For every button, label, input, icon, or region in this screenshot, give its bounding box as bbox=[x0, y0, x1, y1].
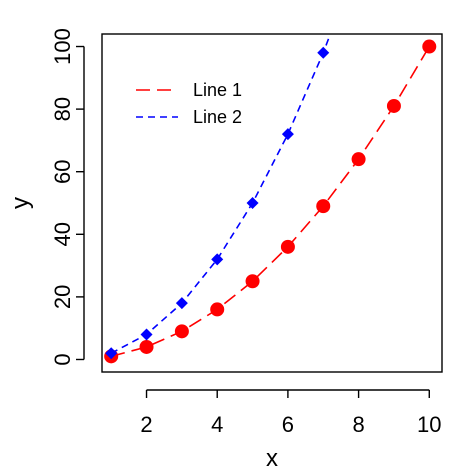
series-2-point bbox=[105, 347, 118, 360]
x-tick-label: 2 bbox=[140, 412, 152, 437]
x-tick-label: 8 bbox=[352, 412, 364, 437]
series-1-point bbox=[351, 152, 366, 167]
y-tick-label: 60 bbox=[50, 159, 75, 183]
series-1-point bbox=[210, 302, 225, 317]
y-tick-label: 100 bbox=[50, 28, 75, 65]
y-tick-label: 80 bbox=[50, 97, 75, 121]
series-1-point bbox=[422, 39, 437, 54]
series-1-point bbox=[280, 239, 295, 254]
legend-label-2: Line 2 bbox=[193, 107, 242, 127]
series-1-point bbox=[174, 324, 189, 339]
plot-frame bbox=[101, 33, 443, 373]
x-axis: 2 4 6 8 10 bbox=[140, 389, 442, 437]
x-tick-label: 4 bbox=[211, 412, 223, 437]
y-tick-label: 20 bbox=[50, 285, 75, 309]
x-tick-label: 10 bbox=[417, 412, 441, 437]
series-2-point bbox=[175, 297, 188, 310]
series-2-point bbox=[140, 328, 153, 341]
series-2-point bbox=[211, 253, 224, 266]
series-line-1 bbox=[110, 46, 430, 358]
series-1-point bbox=[316, 199, 331, 214]
series-2-point bbox=[281, 128, 294, 141]
y-axis: 0 20 40 60 80 100 bbox=[50, 28, 85, 366]
y-axis-label: y bbox=[7, 197, 34, 209]
x-axis-label: x bbox=[266, 445, 278, 472]
series-2-point bbox=[317, 46, 330, 59]
legend-label-1: Line 1 bbox=[193, 80, 242, 100]
series-line-2 bbox=[110, 34, 332, 354]
series-1-point bbox=[245, 274, 260, 289]
y-tick-label: 0 bbox=[50, 353, 75, 365]
legend: Line 1 Line 2 bbox=[136, 80, 242, 127]
y-tick-label: 40 bbox=[50, 222, 75, 246]
series-layer bbox=[104, 34, 437, 364]
series-1-point bbox=[386, 98, 401, 113]
x-tick-label: 6 bbox=[282, 412, 294, 437]
series-1-point bbox=[139, 339, 154, 354]
series-2-point bbox=[246, 197, 259, 209]
